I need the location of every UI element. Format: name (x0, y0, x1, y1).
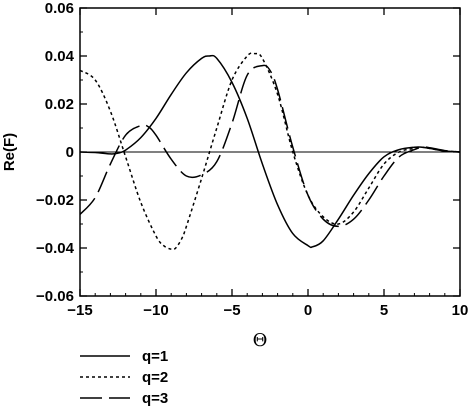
legend-label: q=1 (142, 348, 168, 365)
y-axis-label: Re(F) (1, 133, 18, 171)
legend-label: q=3 (142, 390, 168, 407)
series-line-1 (79, 54, 461, 249)
x-tick-label: 10 (452, 302, 469, 319)
x-tick-label: −15 (67, 302, 92, 319)
series-line-2 (79, 52, 461, 251)
legend-entry: q=1 (80, 348, 168, 365)
y-tick-label: 0 (66, 144, 74, 161)
legend-entry: q=3 (80, 390, 168, 407)
y-tick-label: −0.02 (36, 192, 74, 209)
x-tick-label: −5 (223, 302, 240, 319)
series-line-3 (79, 64, 461, 228)
series-layer (79, 52, 461, 251)
x-axis-label: Θ (253, 330, 268, 351)
legend: q=1 q=2 q=3 (80, 348, 168, 407)
y-tick-label: 0.06 (45, 0, 74, 17)
y-tick-label: −0.04 (36, 240, 75, 257)
y-tick-label: 0.02 (45, 96, 74, 113)
y-tick-label: −0.06 (36, 288, 74, 305)
legend-entry: q=2 (80, 369, 168, 386)
ticks-layer: −15 −10 −5 0 5 10 −0.06 −0.04 −0.02 0 0.02 0.04 0.06 (36, 0, 468, 319)
x-tick-label: 0 (304, 302, 312, 319)
y-tick-label: 0.04 (45, 48, 75, 65)
x-tick-label: 5 (380, 302, 388, 319)
x-tick-label: −10 (143, 302, 168, 319)
legend-label: q=2 (142, 369, 168, 386)
